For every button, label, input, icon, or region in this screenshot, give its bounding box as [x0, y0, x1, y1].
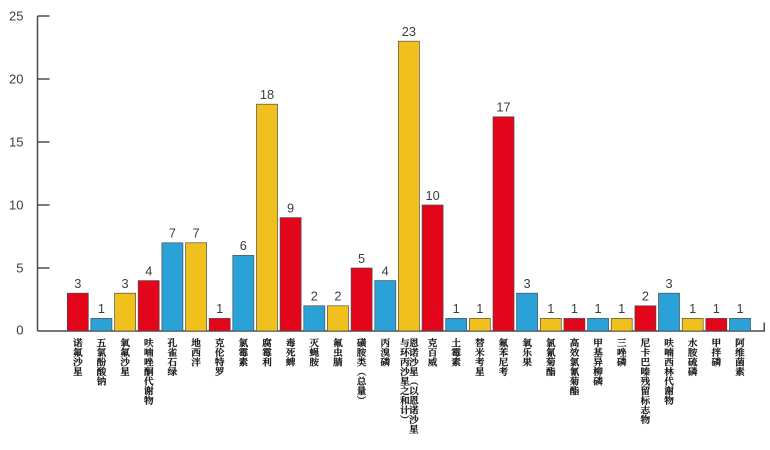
svg-text:1: 1	[547, 301, 554, 316]
svg-text:5: 5	[16, 260, 23, 275]
svg-text:23: 23	[402, 24, 416, 39]
svg-text:3: 3	[665, 276, 672, 291]
svg-text:1: 1	[595, 301, 602, 316]
svg-text:1: 1	[713, 301, 720, 316]
svg-text:15: 15	[9, 134, 23, 149]
svg-text:2: 2	[642, 289, 649, 304]
svg-text:1: 1	[476, 301, 483, 316]
svg-text:1: 1	[98, 301, 105, 316]
svg-text:0: 0	[16, 323, 23, 338]
svg-text:1: 1	[453, 301, 460, 316]
svg-text:1: 1	[571, 301, 578, 316]
svg-text:10: 10	[425, 188, 439, 203]
svg-text:25: 25	[9, 8, 23, 23]
svg-text:4: 4	[145, 263, 152, 278]
svg-text:3: 3	[524, 276, 531, 291]
svg-text:20: 20	[9, 71, 23, 86]
svg-text:2: 2	[311, 289, 318, 304]
svg-text:7: 7	[193, 226, 200, 241]
svg-text:1: 1	[736, 301, 743, 316]
svg-text:1: 1	[618, 301, 625, 316]
svg-text:4: 4	[382, 263, 389, 278]
svg-text:1: 1	[216, 301, 223, 316]
svg-text:2: 2	[334, 289, 341, 304]
svg-text:3: 3	[122, 276, 129, 291]
svg-text:18: 18	[260, 87, 274, 102]
svg-text:1: 1	[689, 301, 696, 316]
svg-text:5: 5	[358, 251, 365, 266]
svg-text:7: 7	[169, 226, 176, 241]
svg-text:10: 10	[9, 197, 23, 212]
svg-text:9: 9	[287, 200, 294, 215]
svg-text:6: 6	[240, 238, 247, 253]
svg-text:3: 3	[74, 276, 81, 291]
svg-text:17: 17	[496, 100, 510, 115]
